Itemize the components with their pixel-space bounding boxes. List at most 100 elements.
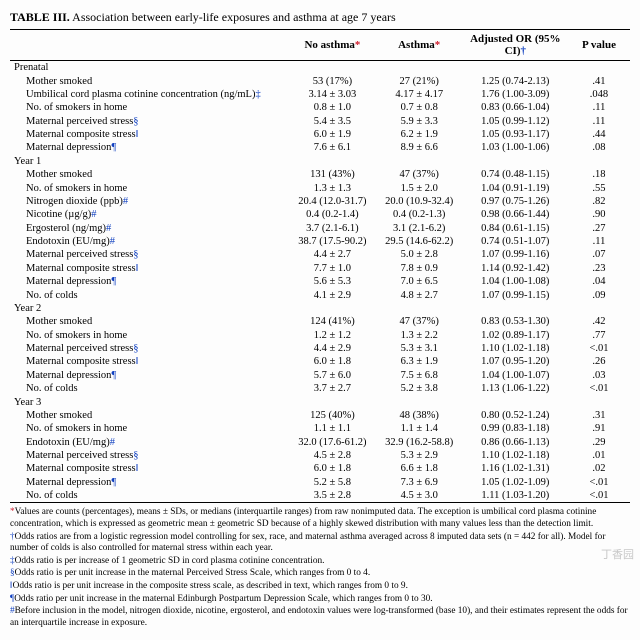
- col-header: No asthma*: [289, 30, 376, 61]
- table-row: Mother smoked53 (17%)27 (21%)1.25 (0.74-…: [10, 74, 630, 87]
- footnote: †Odds ratios are from a logistic regress…: [10, 532, 630, 555]
- exposure-label: Mother smoked: [10, 315, 289, 328]
- p-value: .01: [568, 449, 630, 462]
- exposure-label: Endotoxin (EU/mg)#: [10, 235, 289, 248]
- table-row: Maternal perceived stress§5.4 ± 3.55.9 ±…: [10, 115, 630, 128]
- asthma-value: 47 (37%): [376, 315, 463, 328]
- adjusted-or: 1.16 (1.02-1.31): [463, 462, 568, 475]
- adjusted-or: 0.86 (0.66-1.13): [463, 436, 568, 449]
- table-row: Maternal depression¶5.6 ± 5.37.0 ± 6.51.…: [10, 275, 630, 288]
- asthma-value: 0.4 (0.2-1.3): [376, 208, 463, 221]
- table-row: Maternal composite stress‖6.0 ± 1.96.2 ±…: [10, 128, 630, 141]
- no-asthma-value: 1.1 ± 1.1: [289, 422, 376, 435]
- p-value: .09: [568, 288, 630, 301]
- adjusted-or: 1.10 (1.02-1.18): [463, 449, 568, 462]
- asthma-value: 5.0 ± 2.8: [376, 248, 463, 261]
- exposure-label: Maternal perceived stress§: [10, 248, 289, 261]
- exposure-label: Nitrogen dioxide (ppb)#: [10, 195, 289, 208]
- exposure-label: No. of colds: [10, 382, 289, 395]
- asthma-value: 7.3 ± 6.9: [376, 476, 463, 489]
- adjusted-or: 1.05 (0.99-1.12): [463, 115, 568, 128]
- no-asthma-value: 5.7 ± 6.0: [289, 369, 376, 382]
- table-row: Nicotine (µg/g)#0.4 (0.2-1.4)0.4 (0.2-1.…: [10, 208, 630, 221]
- exposure-label: Maternal composite stress‖: [10, 462, 289, 475]
- table-row: Endotoxin (EU/mg)#32.0 (17.6-61.2)32.9 (…: [10, 436, 630, 449]
- table-row: No. of colds4.1 ± 2.94.8 ± 2.71.07 (0.99…: [10, 288, 630, 301]
- p-value: .11: [568, 101, 630, 114]
- p-value: .29: [568, 436, 630, 449]
- group-row: Year 3: [10, 395, 630, 408]
- p-value: .91: [568, 422, 630, 435]
- asthma-value: 27 (21%): [376, 74, 463, 87]
- exposure-label: Maternal composite stress‖: [10, 355, 289, 368]
- table-row: Ergosterol (ng/mg)#3.7 (2.1-6.1)3.1 (2.1…: [10, 222, 630, 235]
- table-row: Umbilical cord plasma cotinine concentra…: [10, 88, 630, 101]
- adjusted-or: 1.10 (1.02-1.18): [463, 342, 568, 355]
- table-row: No. of smokers in home1.3 ± 1.31.5 ± 2.0…: [10, 181, 630, 194]
- no-asthma-value: 6.0 ± 1.9: [289, 128, 376, 141]
- table-row: Maternal composite stress‖6.0 ± 1.86.3 ±…: [10, 355, 630, 368]
- table-row: Maternal composite stress‖7.7 ± 1.07.8 ±…: [10, 262, 630, 275]
- asthma-value: 1.5 ± 2.0: [376, 181, 463, 194]
- group-label: Prenatal: [10, 61, 289, 75]
- caption-rest: Association between early-life exposures…: [70, 10, 396, 24]
- no-asthma-value: 32.0 (17.6-61.2): [289, 436, 376, 449]
- no-asthma-value: 3.7 ± 2.7: [289, 382, 376, 395]
- asthma-value: 4.17 ± 4.17: [376, 88, 463, 101]
- exposure-label: Ergosterol (ng/mg)#: [10, 222, 289, 235]
- exposure-label: Maternal perceived stress§: [10, 449, 289, 462]
- asthma-value: 4.8 ± 2.7: [376, 288, 463, 301]
- asthma-value: 6.3 ± 1.9: [376, 355, 463, 368]
- asthma-value: 32.9 (16.2-58.8): [376, 436, 463, 449]
- p-value: <.01: [568, 342, 630, 355]
- adjusted-or: 1.11 (1.03-1.20): [463, 489, 568, 503]
- exposure-label: Maternal depression¶: [10, 369, 289, 382]
- table-row: No. of smokers in home1.1 ± 1.11.1 ± 1.4…: [10, 422, 630, 435]
- adjusted-or: 0.97 (0.75-1.26): [463, 195, 568, 208]
- p-value: .11: [568, 115, 630, 128]
- p-value: .42: [568, 315, 630, 328]
- table-body: PrenatalMother smoked53 (17%)27 (21%)1.2…: [10, 61, 630, 503]
- table-row: No. of smokers in home1.2 ± 1.21.3 ± 2.2…: [10, 329, 630, 342]
- table-row: Maternal depression¶7.6 ± 6.18.9 ± 6.61.…: [10, 141, 630, 154]
- asthma-value: 7.8 ± 0.9: [376, 262, 463, 275]
- exposure-label: Maternal depression¶: [10, 141, 289, 154]
- no-asthma-value: 6.0 ± 1.8: [289, 462, 376, 475]
- p-value: .31: [568, 409, 630, 422]
- adjusted-or: 1.76 (1.00-3.09): [463, 88, 568, 101]
- asthma-value: 7.0 ± 6.5: [376, 275, 463, 288]
- adjusted-or: 1.25 (0.74-2.13): [463, 74, 568, 87]
- footnotes: *Values are counts (percentages), means …: [10, 507, 630, 629]
- no-asthma-value: 38.7 (17.5-90.2): [289, 235, 376, 248]
- adjusted-or: 0.84 (0.61-1.15): [463, 222, 568, 235]
- exposure-label: Mother smoked: [10, 168, 289, 181]
- exposure-label: Maternal perceived stress§: [10, 115, 289, 128]
- asthma-value: 6.6 ± 1.8: [376, 462, 463, 475]
- p-value: .82: [568, 195, 630, 208]
- adjusted-or: 1.14 (0.92-1.42): [463, 262, 568, 275]
- group-row: Year 2: [10, 302, 630, 315]
- caption-bold: TABLE III.: [10, 10, 70, 24]
- exposure-label: No. of smokers in home: [10, 329, 289, 342]
- col-header: [10, 30, 289, 61]
- no-asthma-value: 3.5 ± 2.8: [289, 489, 376, 503]
- footnote: #Before inclusion in the model, nitrogen…: [10, 606, 630, 629]
- p-value: <.01: [568, 489, 630, 503]
- exposure-label: No. of smokers in home: [10, 422, 289, 435]
- asthma-value: 8.9 ± 6.6: [376, 141, 463, 154]
- table-row: Maternal perceived stress§4.5 ± 2.85.3 ±…: [10, 449, 630, 462]
- table-row: Maternal perceived stress§4.4 ± 2.75.0 ±…: [10, 248, 630, 261]
- p-value: .07: [568, 248, 630, 261]
- table-row: Maternal depression¶5.7 ± 6.07.5 ± 6.81.…: [10, 369, 630, 382]
- no-asthma-value: 7.7 ± 1.0: [289, 262, 376, 275]
- asthma-value: 0.7 ± 0.8: [376, 101, 463, 114]
- adjusted-or: 1.04 (1.00-1.08): [463, 275, 568, 288]
- no-asthma-value: 5.6 ± 5.3: [289, 275, 376, 288]
- no-asthma-value: 20.4 (12.0-31.7): [289, 195, 376, 208]
- col-header: P value: [568, 30, 630, 61]
- no-asthma-value: 3.7 (2.1-6.1): [289, 222, 376, 235]
- asthma-value: 1.3 ± 2.2: [376, 329, 463, 342]
- no-asthma-value: 4.4 ± 2.9: [289, 342, 376, 355]
- p-value: .41: [568, 74, 630, 87]
- asthma-value: 47 (37%): [376, 168, 463, 181]
